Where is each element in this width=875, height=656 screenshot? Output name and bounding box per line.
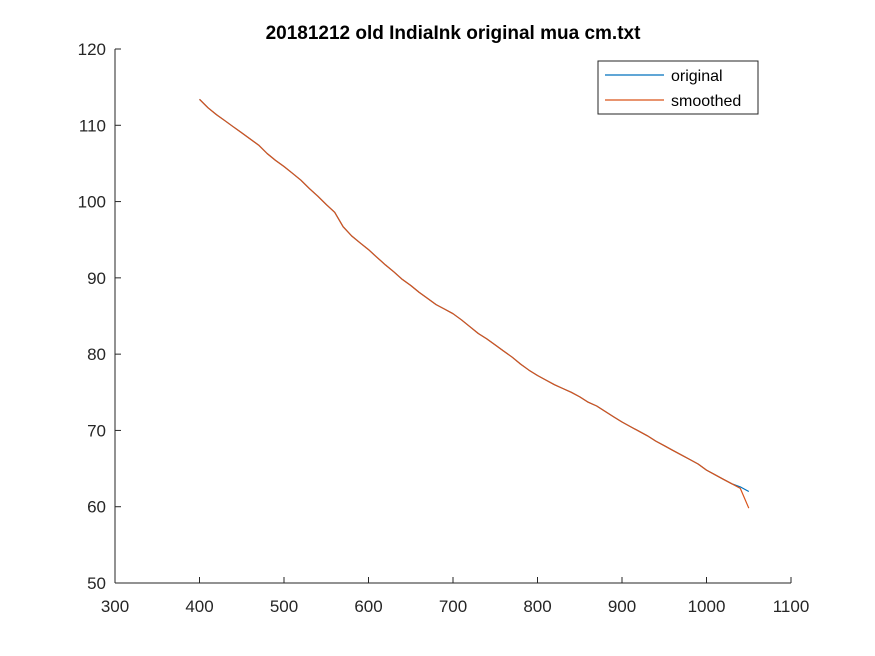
y-tick-label: 50: [87, 574, 106, 593]
x-tick-label: 500: [270, 597, 298, 616]
legend-label-smoothed: smoothed: [671, 93, 741, 110]
y-tick-label: 80: [87, 345, 106, 364]
legend-box: [597, 60, 759, 115]
plot-area: 300 400 500 600 700 800 900 1000 1100 50 60 70 80 90 1…: [78, 40, 810, 616]
legend-label-original: original: [671, 68, 723, 85]
y-tick-label: 100: [78, 193, 106, 212]
x-tick-label: 1100: [773, 597, 810, 616]
x-tick-label: 300: [101, 597, 129, 616]
x-tick-label: 700: [439, 597, 467, 616]
chart-title: 20181212 old IndiaInk original mua cm.tx…: [266, 23, 642, 44]
x-tick-label: 1000: [688, 597, 726, 616]
x-tick-label: 900: [608, 597, 636, 616]
y-tick-label: 110: [79, 116, 106, 135]
x-tick-label: 800: [523, 597, 551, 616]
y-tick-label: 120: [78, 40, 106, 59]
y-tick-label: 90: [87, 269, 106, 288]
x-tick-label: 600: [354, 597, 382, 616]
series-line-smoothed: [199, 98, 750, 509]
y-tick-label: 70: [87, 421, 106, 440]
x-tick-label: 400: [185, 597, 213, 616]
y-tick-label: 60: [87, 498, 106, 517]
